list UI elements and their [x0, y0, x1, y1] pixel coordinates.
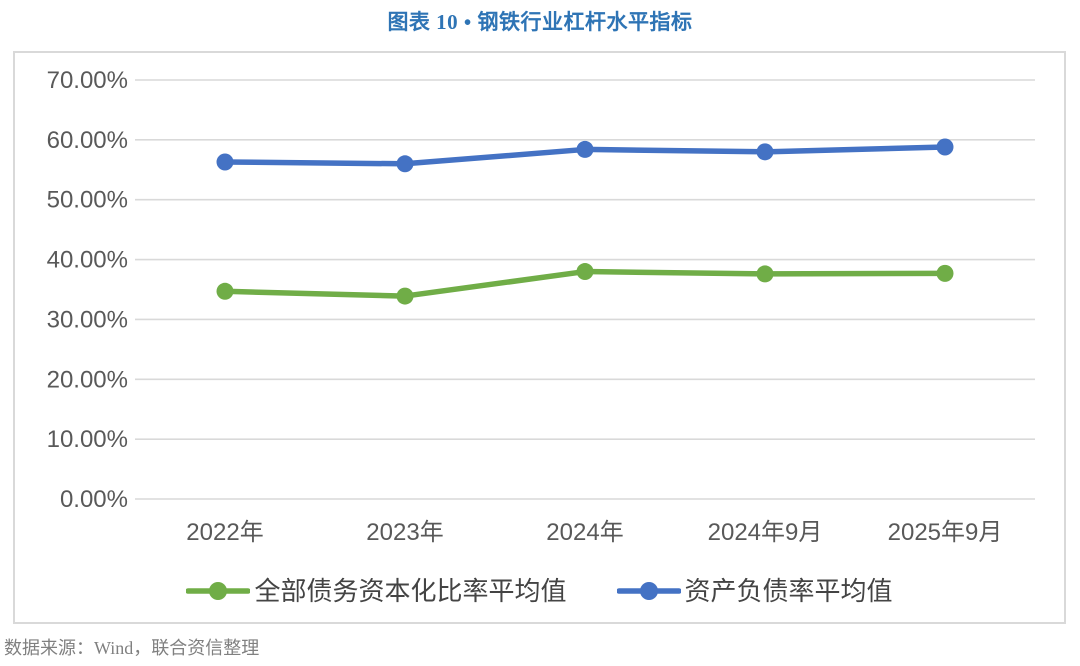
data-point-marker [756, 143, 774, 161]
data-point-marker [936, 264, 954, 282]
x-axis-tick-label: 2022年 [186, 519, 263, 546]
data-point-marker [756, 265, 774, 283]
y-axis-tick-label: 0.00% [60, 486, 128, 513]
data-point-marker [936, 138, 954, 156]
data-point-marker [216, 282, 234, 300]
y-axis-tick-label: 40.00% [47, 247, 128, 274]
chart-plot-area: 0.00% 10.00% 20.00% 30.00% 40.00% 50.00% 60.00… [13, 51, 1066, 624]
legend-item: 资产负债率平均值 [616, 576, 893, 606]
chart-legend: 全部债务资本化比率平均值 资产负债率平均值 [15, 578, 1064, 604]
x-axis-tick-label: 2025年9月 [888, 519, 1003, 546]
line-chart: 0.00% 10.00% 20.00% 30.00% 40.00% 50.00% 60.00… [47, 67, 1035, 546]
x-axis-tick-label: 2023年 [366, 519, 443, 546]
legend-item: 全部债务资本化比率平均值 [186, 576, 567, 606]
legend-label: 全部债务资本化比率平均值 [254, 576, 567, 606]
legend-marker-icon [616, 582, 681, 600]
data-point-marker [396, 287, 414, 305]
data-point-marker [576, 263, 594, 281]
legend-label: 资产负债率平均值 [684, 576, 893, 606]
data-point-marker [396, 155, 414, 173]
data-point-marker [576, 140, 594, 158]
legend-marker-icon [186, 582, 251, 600]
y-axis-tick-label: 50.00% [47, 187, 128, 214]
data-point-marker [216, 153, 234, 171]
y-axis-tick-label: 70.00% [47, 67, 128, 94]
y-axis-tick-label: 60.00% [47, 127, 128, 154]
y-axis-tick-label: 30.00% [47, 306, 128, 333]
y-axis-tick-label: 20.00% [47, 366, 128, 393]
data-source-note: 数据来源：Wind，联合资信整理 [4, 638, 260, 658]
x-axis-tick-label: 2024年9月 [708, 519, 823, 546]
chart-title: 图表 10 • 钢铁行业杠杆水平指标 [387, 10, 693, 34]
x-axis-tick-label: 2024年 [546, 519, 623, 546]
y-axis-tick-label: 10.00% [47, 426, 128, 453]
